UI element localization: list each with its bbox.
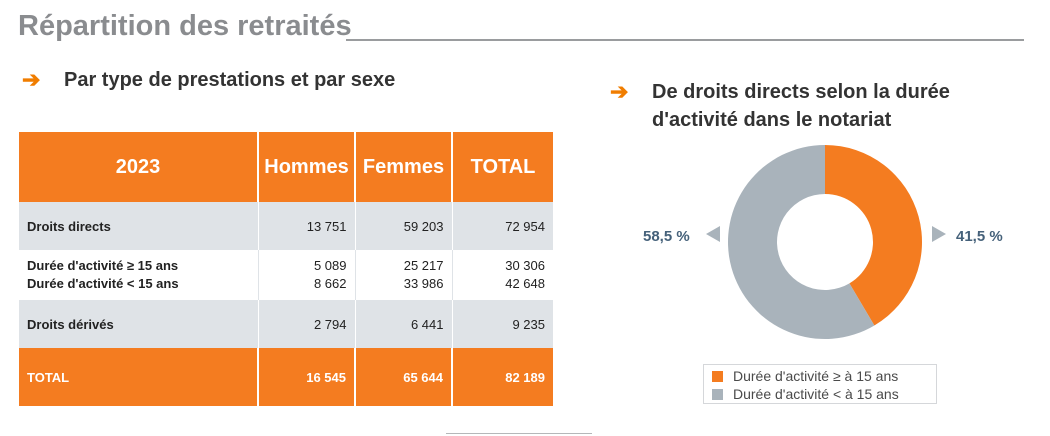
header-year: 2023 — [19, 132, 258, 202]
row-label: Droits directs — [19, 202, 258, 250]
cell-value: 25 217 — [403, 258, 444, 273]
cell-value: 65 644 — [354, 348, 452, 406]
chart-legend: Durée d'activité ≥ à 15 ans Durée d'acti… — [703, 364, 937, 404]
right-heading-line1: De droits directs selon la durée — [652, 81, 950, 103]
header-femmes: Femmes — [354, 132, 452, 202]
cell-value: 72 954 — [451, 202, 553, 250]
cell-value: 82 189 — [451, 348, 553, 406]
stats-table: 2023 Hommes Femmes TOTAL Droits directs … — [19, 132, 553, 406]
legend-label: Durée d'activité < à 15 ans — [733, 386, 899, 402]
table-header-row: 2023 Hommes Femmes TOTAL — [19, 132, 553, 202]
left-section-heading: ➔ Par type de prestations et par sexe — [22, 66, 482, 94]
cell-value: 16 545 — [257, 348, 355, 406]
data-label-41: 41,5 % — [956, 228, 1003, 245]
row-label: Droits dérivés — [19, 300, 258, 348]
arrow-right-icon: ➔ — [22, 67, 41, 92]
cell-value: 30 306 — [505, 258, 545, 273]
cell-value: 6 441 — [354, 300, 452, 348]
legend-label: Durée d'activité ≥ à 15 ans — [733, 368, 899, 384]
right-section-heading: ➔ De droits directs selon la durée d'act… — [610, 78, 1010, 134]
cell-value: 5 089 — [313, 258, 347, 273]
cell-value: 42 648 — [505, 276, 545, 291]
cell-value-pair: 5 089 8 662 — [257, 250, 355, 300]
table-row: Durée d'activité ≥ 15 ans Durée d'activi… — [19, 250, 553, 300]
bottom-divider — [446, 433, 592, 434]
cell-value: 13 751 — [257, 202, 355, 250]
left-heading-text: Par type de prestations et par sexe — [64, 69, 396, 91]
table-total-row: TOTAL 16 545 65 644 82 189 — [19, 348, 553, 406]
cell-value-pair: 30 306 42 648 — [451, 250, 553, 300]
header-total: TOTAL — [451, 132, 553, 202]
legend-swatch — [712, 388, 723, 400]
triangle-left-icon — [706, 226, 720, 242]
legend-swatch — [712, 370, 723, 382]
header-hommes: Hommes — [257, 132, 355, 202]
cell-value: 8 662 — [313, 276, 347, 291]
cell-value: 59 203 — [354, 202, 452, 250]
legend-item: Durée d'activité ≥ à 15 ans — [712, 367, 936, 385]
data-label-58: 58,5 % — [643, 228, 690, 245]
triangle-right-icon — [932, 226, 946, 242]
legend-item: Durée d'activité < à 15 ans — [712, 385, 936, 403]
title-underline — [346, 39, 1024, 41]
row-label: Durée d'activité < 15 ans — [27, 276, 179, 291]
table-row: Droits directs 13 751 59 203 72 954 — [19, 202, 553, 250]
cell-value-pair: 25 217 33 986 — [354, 250, 452, 300]
right-heading-line2: d'activité dans le notariat — [652, 109, 892, 131]
cell-value: 2 794 — [257, 300, 355, 348]
donut-slice-under15 — [728, 145, 875, 339]
table-row: Droits dérivés 2 794 6 441 9 235 — [19, 300, 553, 348]
arrow-right-icon: ➔ — [610, 79, 629, 104]
cell-value: 33 986 — [403, 276, 444, 291]
row-label: Durée d'activité ≥ 15 ans — [27, 258, 179, 273]
donut-chart — [728, 145, 922, 339]
page-title: Répartition des retraités — [18, 10, 352, 42]
row-label: TOTAL — [19, 348, 258, 406]
donut-slice-15plus — [825, 145, 922, 326]
cell-value: 9 235 — [451, 300, 553, 348]
row-label-pair: Durée d'activité ≥ 15 ans Durée d'activi… — [19, 250, 258, 300]
